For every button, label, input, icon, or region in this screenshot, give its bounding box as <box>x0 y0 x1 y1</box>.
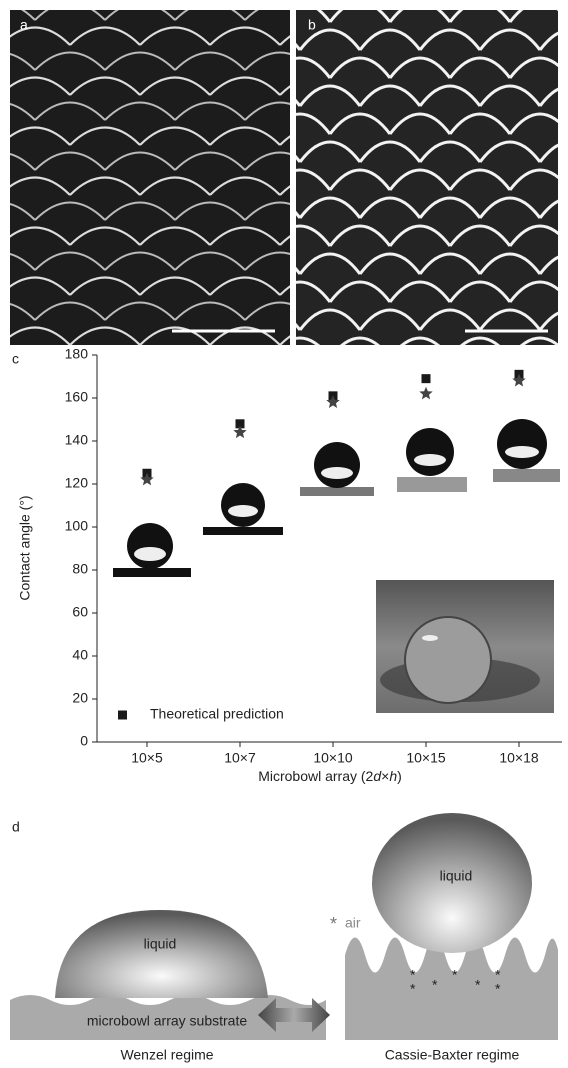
y-tick-label: 160 <box>65 389 89 405</box>
svg-text:*: * <box>410 967 416 983</box>
label: liquid <box>144 936 177 952</box>
panel-label: d <box>12 819 20 835</box>
droplet-images <box>113 419 560 577</box>
double-arrow <box>258 998 330 1032</box>
legend-marker <box>118 710 127 720</box>
caption: Cassie-Baxter regime <box>385 1047 520 1063</box>
substrate <box>10 995 326 1040</box>
x-tick-label: 10×7 <box>224 750 256 766</box>
air-pockets: ** ***** <box>410 967 501 997</box>
panel-label: b <box>308 17 316 33</box>
sem-image-b <box>296 10 558 345</box>
panel-label: c <box>12 351 19 367</box>
x-tick-label: 10×18 <box>499 750 539 766</box>
point <box>235 419 245 429</box>
point <box>326 395 340 408</box>
y-tick-label: 120 <box>65 475 89 491</box>
y-tick-label: 180 <box>65 346 89 362</box>
legend-label: Theoretical prediction <box>150 706 284 722</box>
inset-photo <box>376 580 554 713</box>
x-tick-label: 10×10 <box>313 750 353 766</box>
label: air <box>345 915 361 931</box>
point <box>512 373 526 387</box>
y-tick-label: 60 <box>72 604 88 620</box>
x-tick-label: 10×15 <box>406 750 446 766</box>
caption: Wenzel regime <box>120 1047 213 1063</box>
sem-image-a <box>10 10 290 345</box>
point <box>233 425 247 439</box>
svg-text:*: * <box>495 967 501 983</box>
svg-text:*: * <box>495 981 501 997</box>
point <box>140 472 154 486</box>
x-axis-label: Microbowl array (2d×h) <box>258 768 402 784</box>
svg-text:*: * <box>410 981 416 997</box>
y-tick-label: 0 <box>80 733 88 749</box>
panel-label: a <box>20 17 28 33</box>
x-axis-label-part: ) <box>397 768 402 784</box>
y-tick-label: 20 <box>72 690 88 706</box>
x-tick-label: 10×5 <box>131 750 163 766</box>
y-axis-label: Contact angle (°) <box>17 495 33 600</box>
x-axis-label-part: h <box>389 768 397 784</box>
x-axis-label-part: d <box>373 768 382 784</box>
svg-text:*: * <box>432 977 438 993</box>
y-tick-label: 80 <box>72 561 88 577</box>
point <box>419 386 433 400</box>
x-axis-label-part: × <box>381 768 389 784</box>
droplet <box>55 910 268 998</box>
droplet <box>372 813 532 953</box>
svg-text:*: * <box>452 967 458 983</box>
y-tick-label: 100 <box>65 518 89 534</box>
y-tick-label: 40 <box>72 647 88 663</box>
air-symbol: * <box>330 914 337 934</box>
substrate <box>345 937 558 1040</box>
point <box>421 374 431 384</box>
label: microbowl array substrate <box>87 1013 247 1029</box>
y-tick-label: 140 <box>65 432 89 448</box>
svg-text:*: * <box>475 977 481 993</box>
label: liquid <box>440 868 473 884</box>
x-axis-label-part: Microbowl array (2 <box>258 768 373 784</box>
